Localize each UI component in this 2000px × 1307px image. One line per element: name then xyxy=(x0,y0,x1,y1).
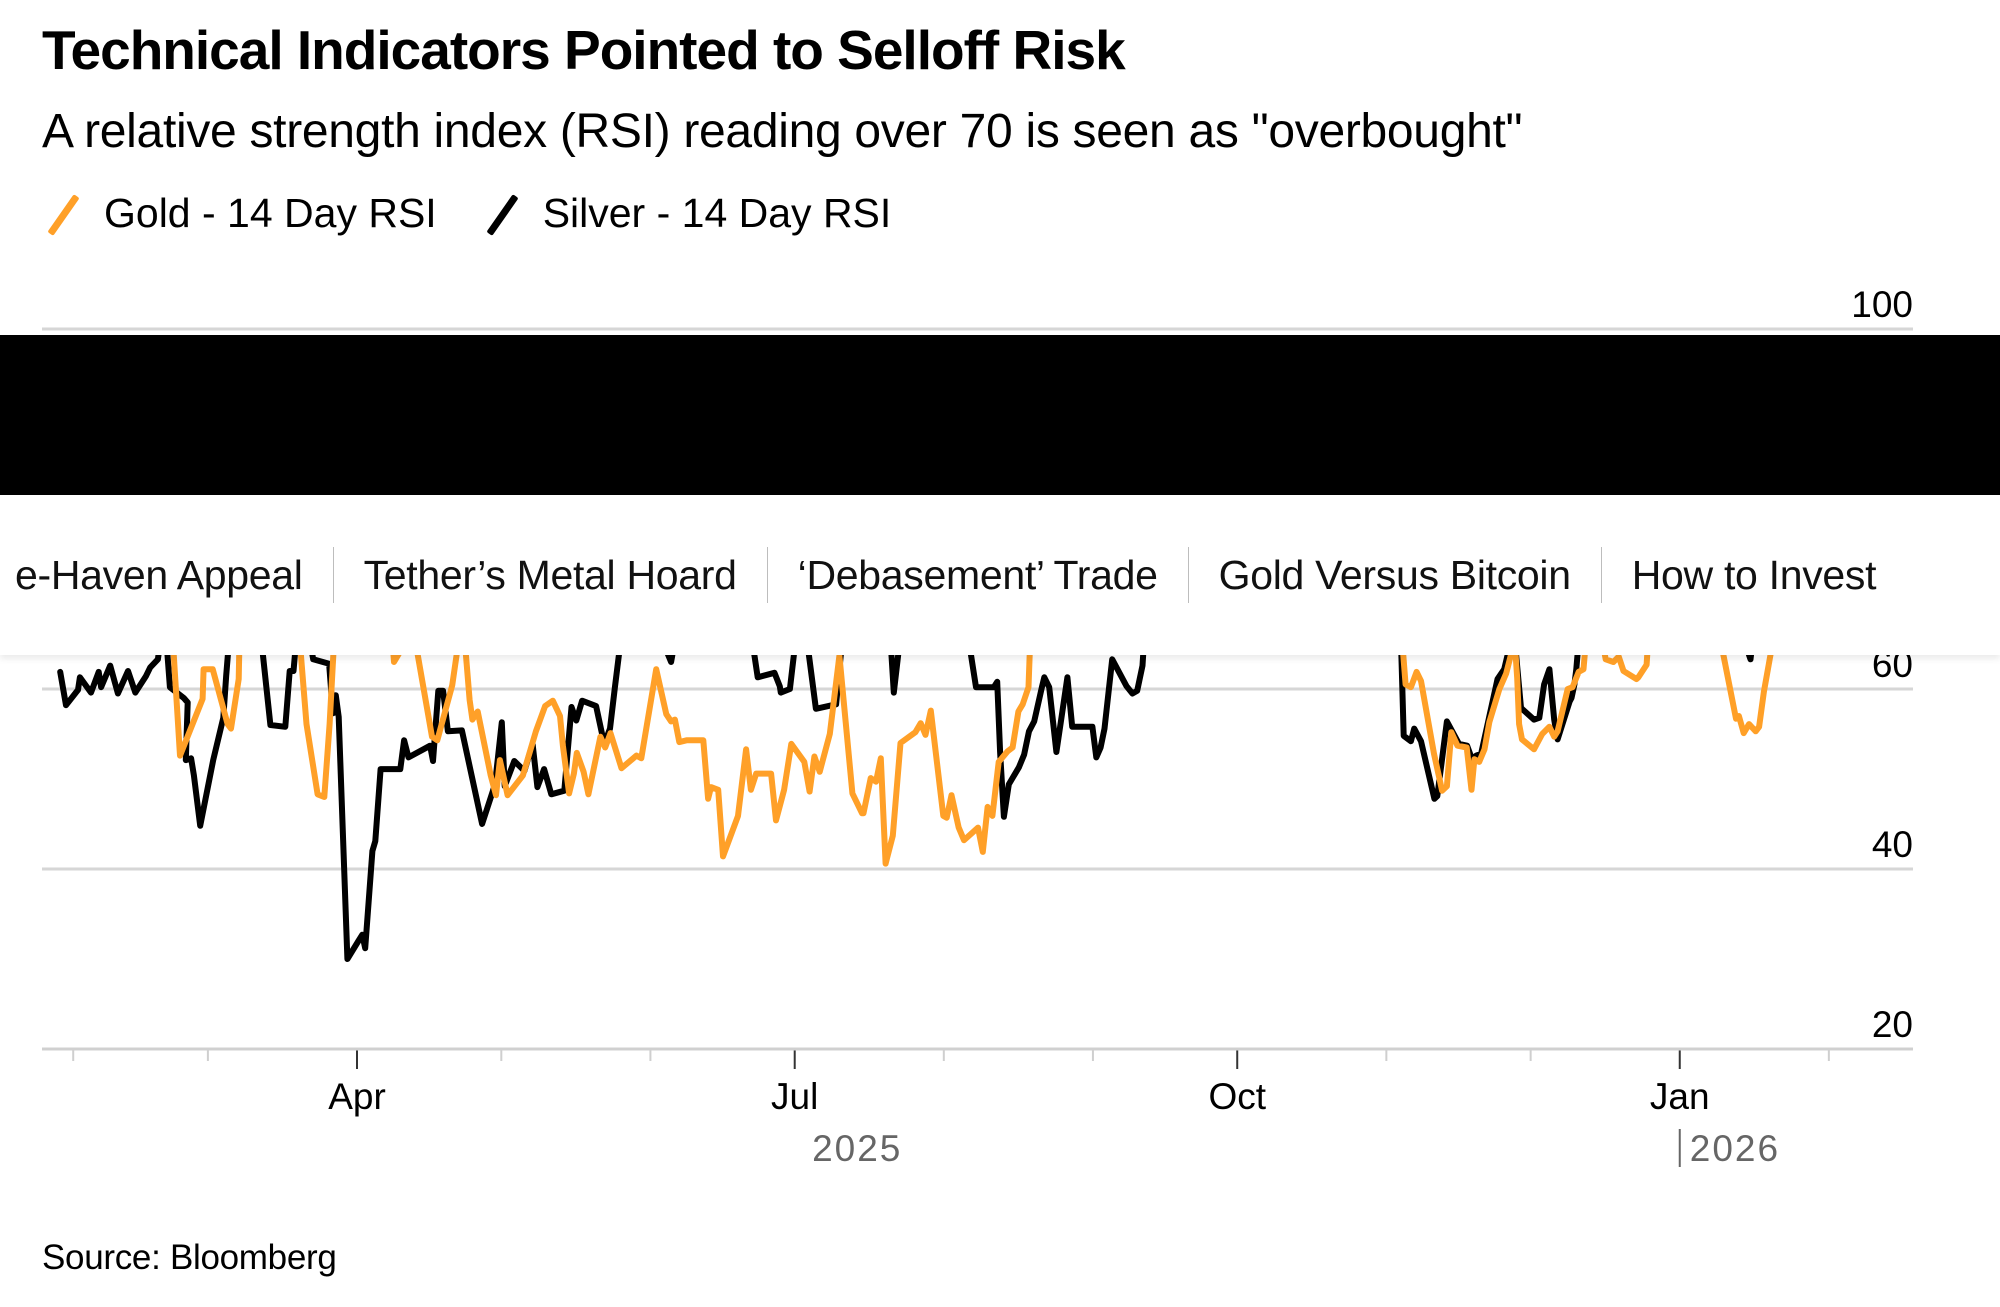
nav-divider xyxy=(1187,547,1189,603)
y-tick-label: 40 xyxy=(1872,824,1913,865)
legend-label: Silver - 14 Day RSI xyxy=(542,190,892,236)
topic-navigation-bar[interactable]: e-Haven Appeal Tether’s Metal Hoard ‘Deb… xyxy=(0,495,2000,655)
y-tick-label: 100 xyxy=(1851,284,1913,325)
x-tick-label: Oct xyxy=(1208,1076,1266,1117)
series-lines xyxy=(57,632,1894,962)
nav-item-tethers-metal-hoard[interactable]: Tether’s Metal Hoard xyxy=(363,552,737,598)
nav-items: e-Haven Appeal Tether’s Metal Hoard ‘Deb… xyxy=(0,547,1906,603)
x-tick-label: Apr xyxy=(328,1076,386,1117)
x-tick-label: Jul xyxy=(771,1076,818,1117)
legend-item-gold: Gold - 14 Day RSI xyxy=(42,190,437,237)
source-note: Source: Bloomberg xyxy=(42,1238,337,1277)
legend-item-silver: Silver - 14 Day RSI xyxy=(481,190,892,237)
x-year-label: 2025 xyxy=(812,1128,902,1169)
nav-item-debasement-trade[interactable]: ‘Debasement’ Trade xyxy=(797,552,1158,598)
series-line-gold xyxy=(160,632,1793,867)
nav-item-how-to-invest[interactable]: How to Invest xyxy=(1631,552,1877,598)
nav-divider xyxy=(332,547,334,603)
nav-divider xyxy=(766,547,768,603)
x-year-label: 2026 xyxy=(1690,1128,1780,1169)
legend: Gold - 14 Day RSI Silver - 14 Day RSI xyxy=(42,190,935,237)
page-banner xyxy=(0,335,2000,495)
y-tick-label: 20 xyxy=(1872,1004,1913,1045)
chart-title: Technical Indicators Pointed to Selloff … xyxy=(42,19,1126,81)
chart-subtitle: A relative strength index (RSI) reading … xyxy=(42,105,1523,158)
legend-label: Gold - 14 Day RSI xyxy=(104,190,437,236)
series-line-silver xyxy=(57,632,1894,962)
nav-item-safe-haven-appeal[interactable]: e-Haven Appeal xyxy=(15,552,303,598)
nav-divider xyxy=(1600,547,1602,603)
x-tick-label: Jan xyxy=(1650,1076,1710,1117)
x-axis: Apr Jul Oct Jan 2025 2026 xyxy=(42,1047,1913,1169)
nav-item-gold-versus-bitcoin[interactable]: Gold Versus Bitcoin xyxy=(1218,552,1571,598)
